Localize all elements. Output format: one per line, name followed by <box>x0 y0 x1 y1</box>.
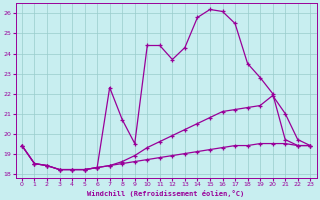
X-axis label: Windchill (Refroidissement éolien,°C): Windchill (Refroidissement éolien,°C) <box>87 190 245 197</box>
